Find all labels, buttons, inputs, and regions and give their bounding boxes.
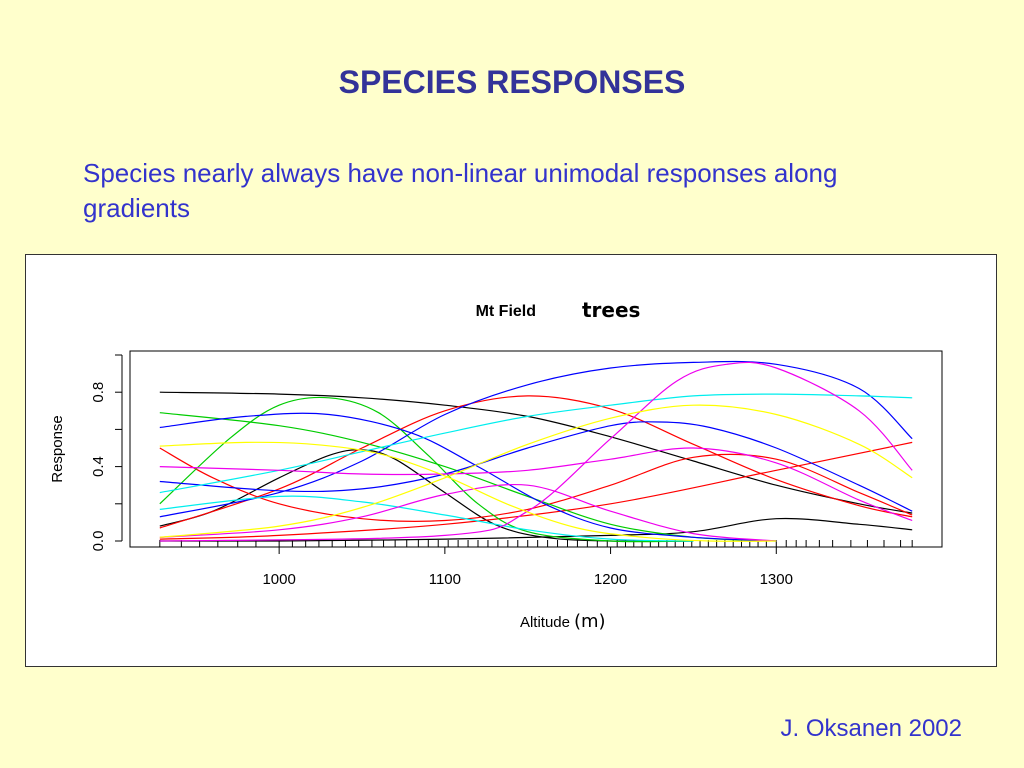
- y-axis: 0.0 0.4 0.8: [90, 354, 123, 552]
- series-line-9: [159, 360, 913, 518]
- x-tick-label: 1200: [594, 571, 627, 588]
- x-axis-unit: (m): [574, 611, 606, 632]
- series-line-16: [159, 483, 777, 542]
- series-line-17: [159, 404, 913, 538]
- slide-body-text: Species nearly always have non-linear un…: [83, 158, 838, 223]
- x-tick-label: 1000: [262, 571, 295, 588]
- chart-title-main: Mt Field: [476, 303, 536, 320]
- series-line-10: [159, 412, 777, 542]
- series-lines: [159, 360, 913, 543]
- series-line-12: [159, 393, 913, 494]
- chart-title: Mt Field: [476, 303, 536, 320]
- y-tick-label: 0.0: [90, 531, 107, 552]
- y-tick-label: 0.4: [90, 456, 107, 477]
- chart-figure: Mt Field trees 0.0 0.4 0.8 1000 1100 1200 130…: [25, 254, 997, 667]
- series-line-15: [159, 447, 913, 522]
- x-axis-label: Altitude: [520, 614, 570, 631]
- x-tick-label: 1100: [429, 571, 461, 588]
- y-axis-label: Response: [49, 415, 66, 483]
- y-tick-label: 0.8: [90, 382, 107, 403]
- series-line-6: [159, 441, 913, 540]
- series-line-3: [159, 517, 913, 542]
- series-line-11: [159, 421, 913, 512]
- chart-title-emphasis: trees: [582, 298, 640, 322]
- x-axis: 1000 1100 1200 1300: [262, 547, 793, 588]
- series-line-18: [159, 441, 777, 542]
- chart-canvas: Mt Field trees 0.0 0.4 0.8 1000 1100 1200 130…: [49, 298, 943, 632]
- series-line-13: [159, 495, 694, 542]
- slide-title: SPECIES RESPONSES: [338, 64, 686, 100]
- x-tick-label: 1300: [760, 571, 793, 588]
- series-line-4: [159, 395, 913, 529]
- credit-text: J. Oksanen 2002: [780, 715, 962, 742]
- series-line-5: [159, 447, 913, 522]
- plot-frame: [129, 350, 943, 548]
- series-line-1: [159, 391, 913, 514]
- series-line-2: [159, 449, 694, 542]
- series-line-7: [159, 396, 694, 543]
